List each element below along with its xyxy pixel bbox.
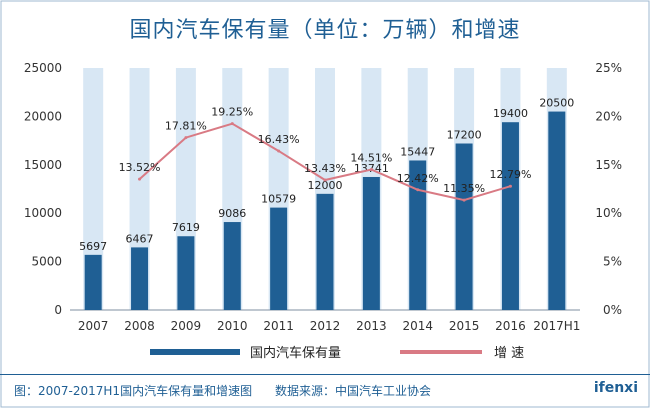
x-tick-label: 2014 <box>402 319 433 333</box>
bar <box>223 222 241 310</box>
legend-line-label: 增 速 <box>494 346 524 361</box>
y-right-tick-label: 5% <box>603 255 622 269</box>
y-right-tick-label: 10% <box>595 206 622 220</box>
x-tick-label: 2016 <box>495 319 526 333</box>
growth-value-label: 13.43% <box>304 162 346 175</box>
y-left-tick-label: 20000 <box>24 109 62 123</box>
x-tick-label: 2008 <box>124 319 155 333</box>
legend-bar-swatch <box>150 349 240 355</box>
bar-value-label: 15447 <box>400 145 435 158</box>
growth-value-label: 12.79% <box>489 168 531 181</box>
growth-point <box>138 177 142 181</box>
bar-value-label: 7619 <box>172 221 200 234</box>
chart-title: 国内汽车保有量（单位：万辆）和增速 <box>129 18 521 43</box>
bar <box>270 207 288 310</box>
bar <box>548 111 566 310</box>
x-tick-label: 2017H1 <box>533 319 580 333</box>
bar <box>316 193 334 310</box>
bar <box>177 236 195 310</box>
x-tick-label: 2009 <box>171 319 202 333</box>
y-left-tick-label: 5000 <box>31 255 62 269</box>
bar-value-label: 9086 <box>218 207 246 220</box>
growth-point <box>462 198 466 202</box>
growth-value-label: 12.42% <box>397 172 439 185</box>
growth-value-label: 11.35% <box>443 182 485 195</box>
bar <box>501 122 519 310</box>
growth-value-label: 13.52% <box>119 161 161 174</box>
x-tick-label: 2015 <box>449 319 480 333</box>
bar-value-label: 10579 <box>261 193 296 206</box>
bar-value-label: 20500 <box>539 97 574 110</box>
growth-point <box>323 178 327 182</box>
legend-line-swatch <box>400 350 482 354</box>
x-tick-label: 2012 <box>310 319 341 333</box>
bar <box>84 254 102 310</box>
growth-value-label: 16.43% <box>258 133 300 146</box>
bar-value-label: 19400 <box>493 107 528 120</box>
growth-value-label: 17.81% <box>165 120 207 133</box>
bar-value-label: 12000 <box>308 179 343 192</box>
x-tick-label: 2010 <box>217 319 248 333</box>
bar-value-label: 6467 <box>126 232 154 245</box>
y-left-tick-label: 0 <box>54 303 62 317</box>
y-right-tick-label: 25% <box>595 61 622 75</box>
bar <box>409 160 427 310</box>
growth-point <box>277 149 281 153</box>
bar <box>131 247 149 310</box>
growth-point <box>416 188 420 192</box>
growth-point <box>230 122 234 126</box>
combo-chart: 0 5000 10000 15000 20000 25000 0% 5% 10% 15% 20% 25… <box>24 61 622 361</box>
x-tick-label: 2007 <box>78 319 109 333</box>
y-left-tick-label: 10000 <box>24 206 62 220</box>
bar <box>455 143 473 310</box>
footer-divider <box>0 374 650 375</box>
footer-caption: 图：2007-2017H1国内汽车保有量和增速图 数据来源：中国汽车工业协会 <box>14 384 431 398</box>
y-right-tick-label: 0% <box>603 303 622 317</box>
bar-value-label: 5697 <box>79 240 107 253</box>
growth-value-label: 19.25% <box>211 106 253 119</box>
y-right-tick-label: 15% <box>595 158 622 172</box>
growth-point <box>184 136 188 140</box>
bar <box>362 176 380 310</box>
bar-value-label: 17200 <box>447 129 482 142</box>
legend-bar-label: 国内汽车保有量 <box>250 345 341 361</box>
growth-point <box>369 168 373 172</box>
x-tick-label: 2011 <box>263 319 294 333</box>
brand-logo: ifenxi <box>593 380 638 396</box>
y-left-tick-label: 25000 <box>24 61 62 75</box>
growth-value-label: 14.51% <box>350 152 392 165</box>
growth-point <box>508 184 512 188</box>
background-column <box>83 68 104 310</box>
y-right-tick-label: 20% <box>595 109 622 123</box>
y-left-tick-label: 15000 <box>24 158 62 172</box>
x-tick-label: 2013 <box>356 319 387 333</box>
